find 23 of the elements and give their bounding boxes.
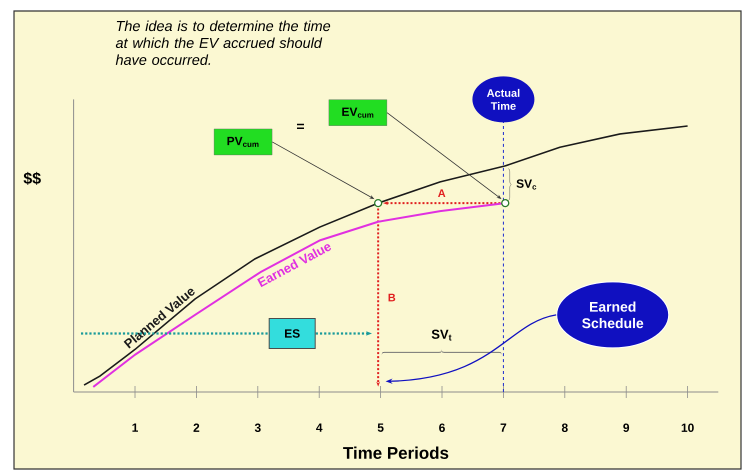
annotation: = [296, 124, 304, 129]
x-tick-label: 5 [378, 424, 384, 432]
x-tick-label: 7 [500, 424, 506, 432]
x-tick-label: 3 [254, 424, 261, 432]
annotation: Earned Schedule [582, 302, 644, 328]
annotation: SV$_{t}$ [432, 330, 452, 341]
x-tick-label: 1 [132, 424, 138, 432]
x-tick-label: 2 [194, 424, 200, 432]
x-axis-title: Time Periods [343, 446, 448, 459]
annotation: B [388, 294, 396, 302]
y-axis-title: $$ [24, 172, 41, 185]
ref-line-label: Actual Time [486, 88, 520, 110]
annotation: ES [285, 329, 300, 338]
annotation: PV$_{cum}$ [227, 136, 258, 147]
annotation: A [438, 189, 446, 197]
x-tick-label: 10 [682, 424, 694, 432]
x-tick-label: 6 [439, 424, 445, 432]
x-tick-label: 4 [316, 424, 322, 432]
x-tick-label: 9 [623, 424, 630, 432]
text: EV$_{cum}$ [342, 108, 374, 118]
text: The idea is to determine the time at which the EV accrued should have occurred. [116, 20, 330, 65]
annotation: SV$_{c}$ [516, 179, 536, 190]
x-tick-label: 8 [562, 424, 568, 432]
